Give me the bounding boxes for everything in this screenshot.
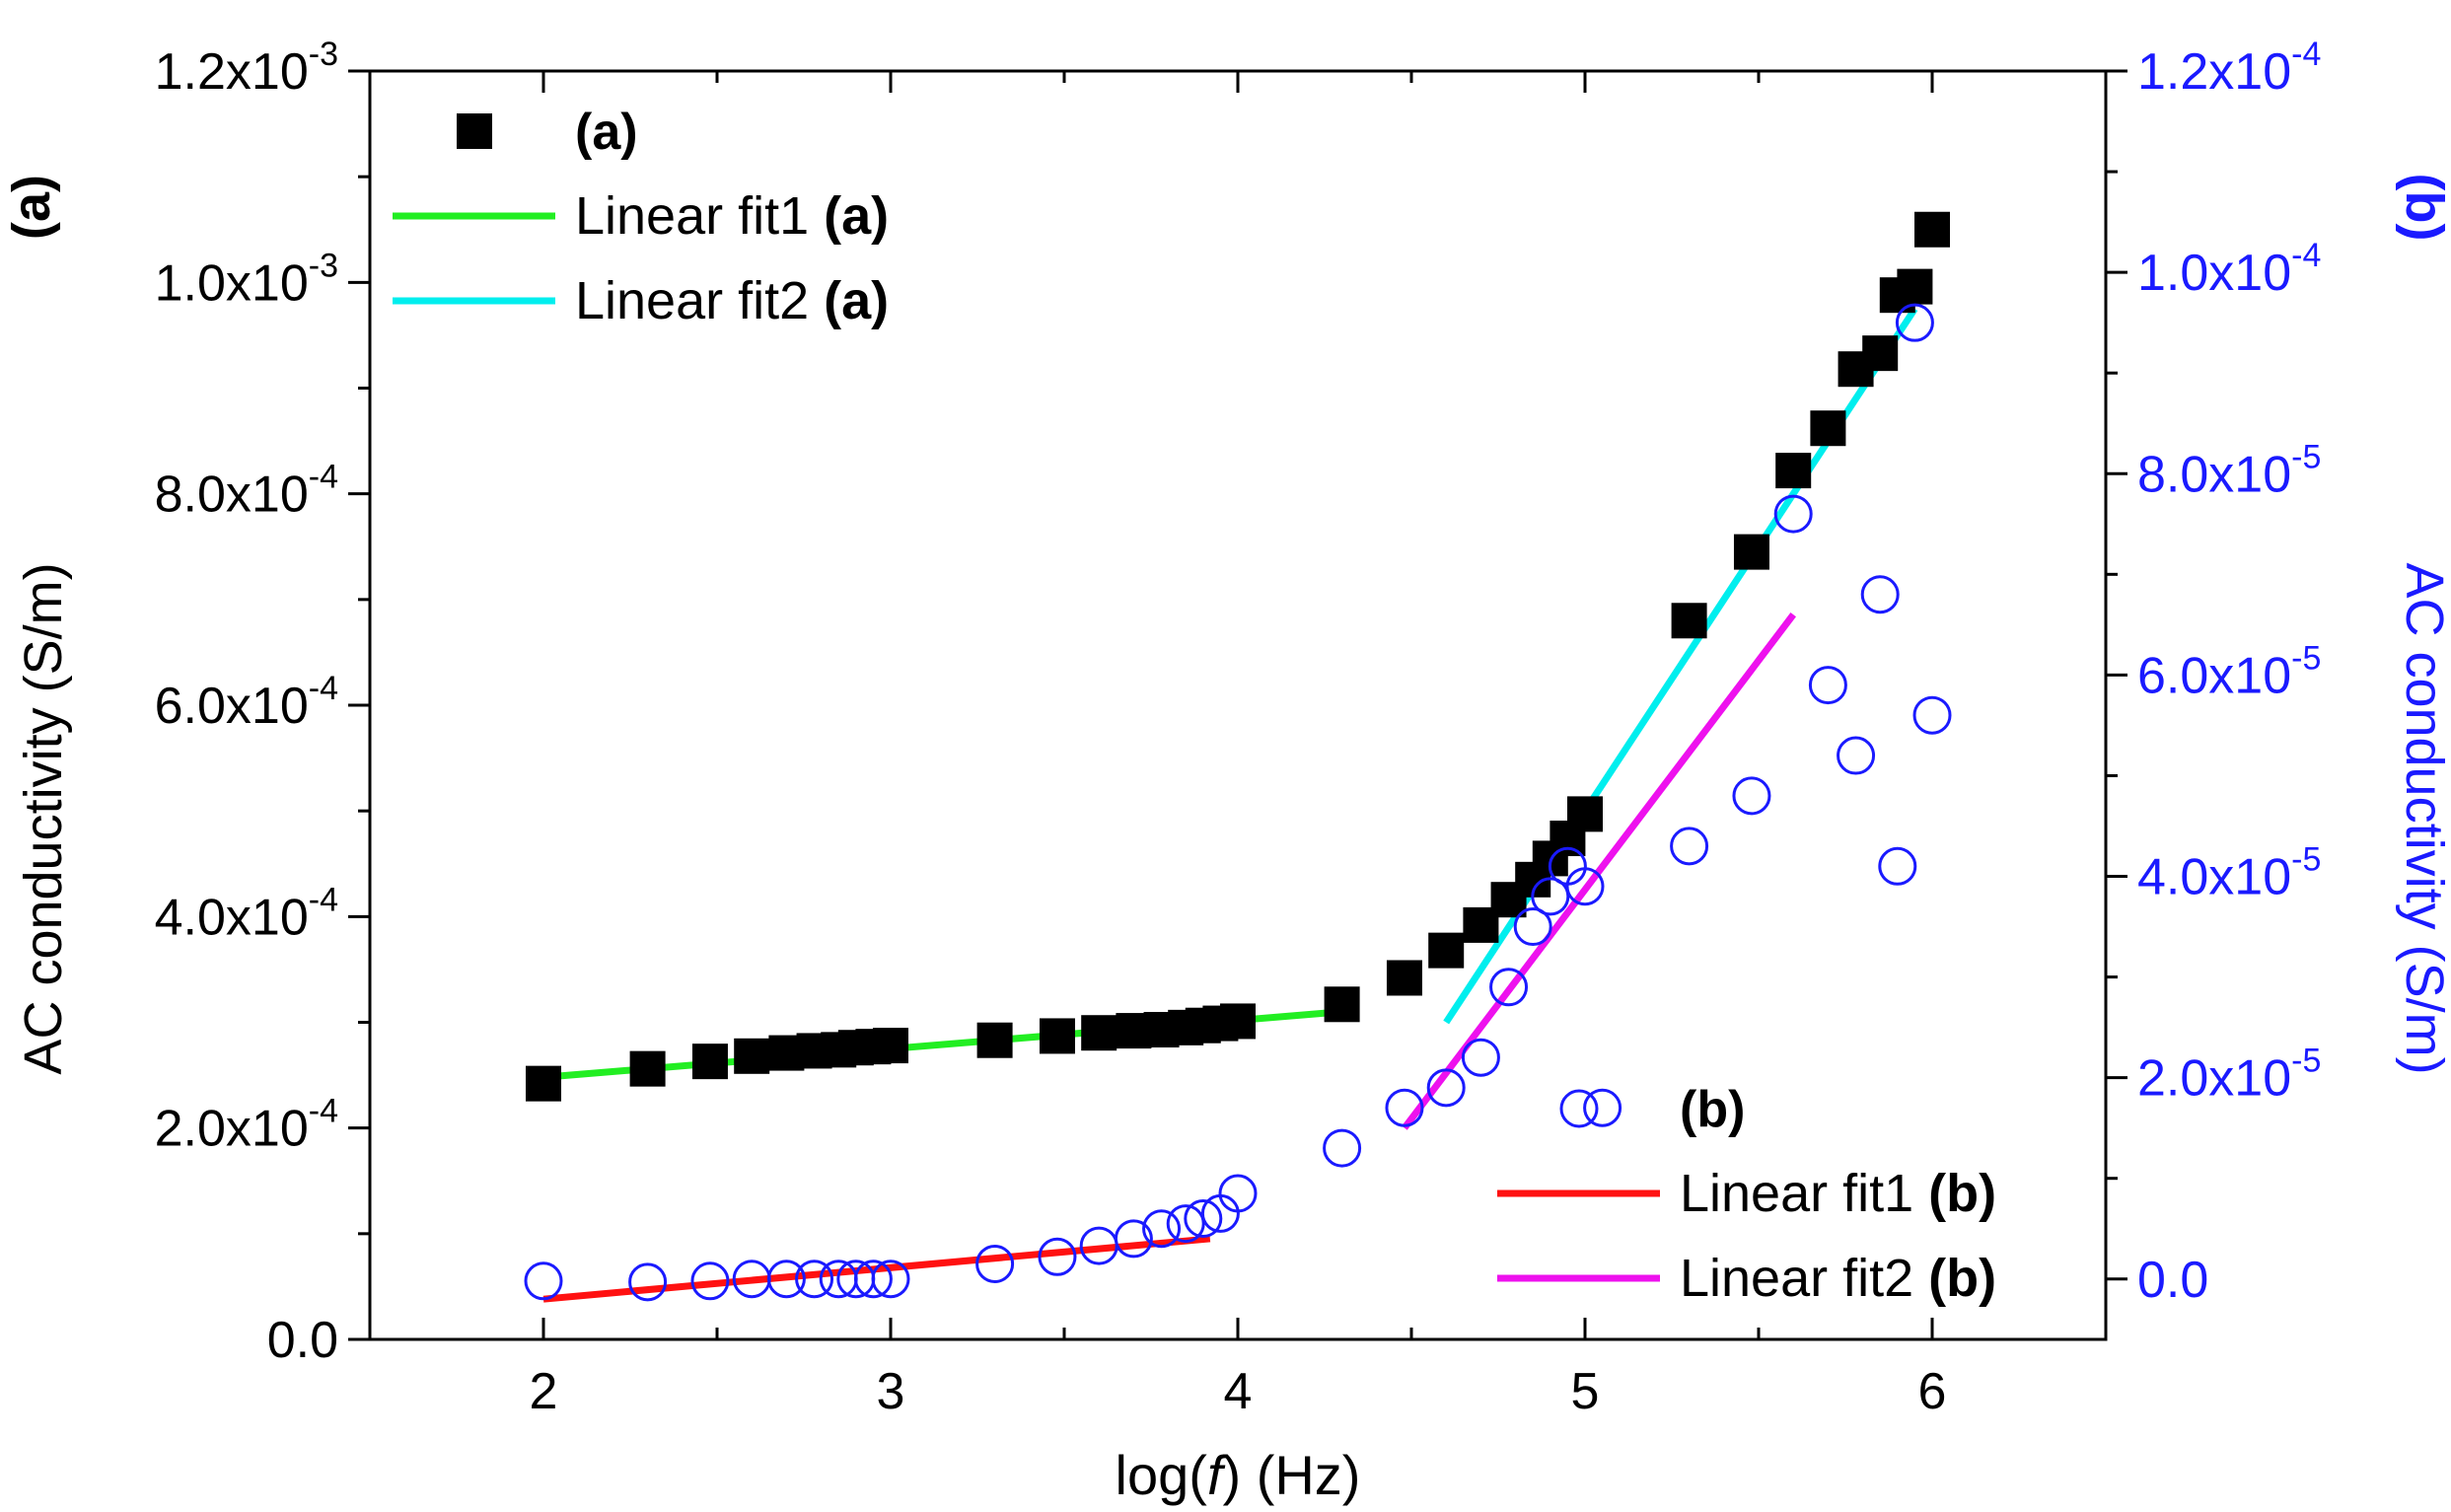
y-left-tick-label: 1.0x10-3 — [155, 247, 338, 312]
y-right-tick-label: 4.0x10-5 — [2137, 841, 2321, 906]
point-a — [1081, 1015, 1117, 1051]
point-b — [853, 1260, 893, 1299]
point-b — [690, 1261, 730, 1301]
point-a — [1324, 986, 1360, 1023]
legend-label: (b) — [1680, 1081, 1745, 1138]
x-tick-label: 2 — [530, 1363, 558, 1420]
point-a — [1862, 335, 1899, 372]
point-b — [1114, 1219, 1153, 1259]
legend-marker — [457, 113, 492, 149]
point-a — [1386, 960, 1422, 996]
point-a — [1733, 534, 1769, 570]
y-left-tick-label: 1.2x10-3 — [155, 36, 338, 101]
point-b — [871, 1260, 910, 1299]
legend-b: (b) Linear fit1 (b) Linear fit2 (b) — [1497, 1081, 1996, 1308]
point-b — [1038, 1237, 1077, 1276]
y-right-tick-label: 6.0x10-5 — [2137, 639, 2321, 704]
point-b — [1489, 968, 1529, 1007]
y-left-tick-label: 0.0 — [267, 1312, 338, 1369]
point-b — [1808, 666, 1847, 705]
legend-label: Linear fit2 (a) — [575, 271, 889, 330]
data-points — [524, 211, 1952, 1302]
legend-label: (a) — [575, 104, 638, 161]
y-right-tick-label: 2.0x10-5 — [2137, 1043, 2321, 1108]
point-b — [1860, 575, 1900, 614]
x-tick-label: 4 — [1224, 1363, 1253, 1420]
y-left-tick-label: 4.0x10-4 — [155, 881, 338, 946]
point-b — [1732, 776, 1771, 816]
point-b — [1565, 867, 1605, 906]
legend-label: Linear fit1 (a) — [575, 186, 889, 246]
point-a — [1428, 932, 1465, 969]
point-a — [1775, 453, 1812, 489]
x-tick-label: 3 — [877, 1363, 905, 1420]
point-b — [1895, 303, 1934, 342]
point-a — [526, 1065, 561, 1102]
y-right-corner-label: (b) — [2395, 174, 2451, 242]
point-b — [1513, 907, 1552, 947]
point-a — [734, 1038, 770, 1074]
point-a — [976, 1022, 1013, 1058]
point-a — [1567, 796, 1603, 832]
y-right-tick-label: 1.2x10-4 — [2137, 36, 2321, 101]
point-b — [1670, 827, 1709, 866]
point-a — [629, 1050, 666, 1087]
point-b — [1323, 1128, 1362, 1168]
legend-label: Linear fit1 (b) — [1680, 1164, 1996, 1223]
y-left-tick-label: 6.0x10-4 — [155, 670, 338, 735]
point-a — [1220, 1003, 1256, 1040]
point-a — [1039, 1018, 1075, 1054]
axis-labels: AC conductivity (S/m) (a) AC conductivit… — [2, 174, 2451, 1506]
point-a — [1897, 268, 1933, 305]
point-b — [1878, 846, 1917, 886]
point-a — [873, 1028, 908, 1064]
x-tick-label: 5 — [1571, 1363, 1600, 1420]
x-tick-label: 6 — [1918, 1363, 1947, 1420]
point-b — [766, 1260, 806, 1299]
point-a — [1914, 211, 1950, 248]
y-right-tick-label: 1.0x10-4 — [2137, 237, 2321, 302]
point-b — [1166, 1204, 1205, 1244]
axes: 2 3 4 5 6 0.0 2.0x10-4 4.0x10-4 6.0x10-4 8.0x10-4… — [155, 36, 2322, 1420]
y-left-tick-label: 8.0x10-4 — [155, 459, 338, 524]
legend-marker — [1559, 1089, 1599, 1128]
point-b — [628, 1262, 668, 1302]
y-left-corner-label: (a) — [2, 175, 61, 240]
point-a — [691, 1044, 728, 1080]
point-b — [1142, 1209, 1182, 1249]
point-b — [1184, 1199, 1223, 1239]
y-left-tick-label: 2.0x10-4 — [155, 1093, 338, 1158]
point-b — [795, 1260, 834, 1299]
point-b — [1531, 877, 1570, 916]
point-b — [1385, 1088, 1424, 1127]
x-axis-title: log(f) (Hz) — [1116, 1444, 1361, 1506]
point-a — [1810, 410, 1846, 447]
point-a — [1671, 603, 1707, 639]
legend-label: Linear fit2 (b) — [1680, 1249, 1996, 1308]
point-b — [524, 1261, 563, 1301]
y-right-tick-label: 8.0x10-5 — [2137, 438, 2321, 503]
y-left-axis-title: AC conductivity (S/m) — [14, 562, 73, 1074]
y-right-axis-title: AC conductivity (S/m) — [2395, 562, 2451, 1074]
point-b — [1912, 695, 1952, 735]
y-right-tick-label: 0.0 — [2137, 1252, 2208, 1309]
point-b — [975, 1244, 1015, 1283]
point-b — [1461, 1038, 1500, 1077]
point-b — [1837, 736, 1876, 775]
point-b — [1773, 494, 1813, 534]
point-b — [1218, 1174, 1258, 1213]
point-b — [1583, 1088, 1622, 1127]
point-b — [1426, 1068, 1466, 1108]
legend-a: (a) Linear fit1 (a) Linear fit2 (a) — [393, 104, 889, 330]
